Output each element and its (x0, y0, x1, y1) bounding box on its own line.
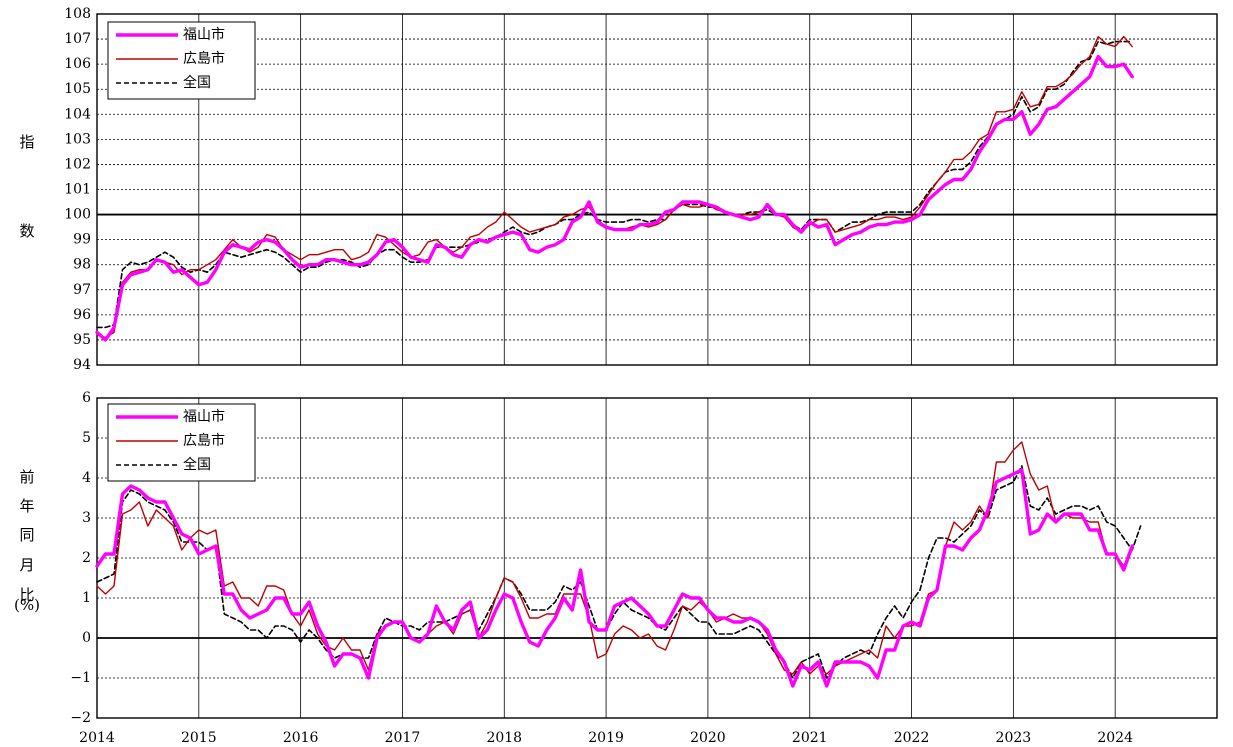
y-tick-label: 102 (64, 156, 91, 172)
x-axis: 2014 2015 2016 2017 2018 2019 2020 2021 2022 2023… (79, 730, 1133, 746)
x-tick-label: 2015 (181, 730, 217, 746)
y-tick-label: 5 (82, 430, 91, 446)
x-tick-label: 2016 (283, 730, 319, 746)
gridlines (97, 14, 1217, 365)
x-tick-label: 2021 (792, 730, 828, 746)
y-tick-label: 100 (64, 207, 91, 223)
y-tick-label: −1 (70, 670, 91, 686)
y-tick-label: 1 (82, 590, 91, 606)
y-tick-label: −2 (70, 710, 91, 726)
x-tick-label: 2023 (996, 730, 1032, 746)
legend-label: 広島市 (183, 50, 225, 67)
y-tick-label: 107 (64, 31, 91, 47)
x-tick-label: 2024 (1097, 730, 1133, 746)
series-line-fukuyama (95, 54, 1134, 342)
y-tick-label: 98 (73, 257, 91, 273)
y-tick-label: 104 (64, 106, 91, 122)
y-axis-label-char: 月 (19, 556, 34, 574)
y-tick-label: 4 (82, 470, 91, 486)
legend-label: 全国 (183, 74, 211, 91)
y-tick-label: 95 (73, 332, 91, 348)
index-panel: 94 95 96 97 98 99 100 101 102 103 104 105 106 107 108 指… (19, 6, 1218, 373)
y-tick-label: 94 (73, 357, 91, 373)
x-tick-label: 2017 (385, 730, 421, 746)
y-axis-label-char: 比 (19, 586, 34, 604)
x-tick-label: 2014 (79, 730, 115, 746)
y-tick-label: 97 (73, 282, 91, 298)
y-tick-label: 101 (64, 182, 91, 198)
series-line-fukuyama (95, 468, 1134, 688)
y-tick-label: 0 (82, 630, 91, 646)
y-tick-label: 103 (64, 131, 91, 147)
gridlines (97, 398, 1217, 718)
y-axis-label-char: 指 (19, 133, 34, 151)
x-tick-label: 2019 (588, 730, 624, 746)
y-axis-label-char: (%) (14, 596, 40, 614)
y-tick-label: 108 (64, 6, 91, 22)
legend-label: 広島市 (183, 432, 225, 449)
y-axis-label-char: 前 (19, 468, 34, 486)
series-line-national (96, 465, 1142, 679)
y-tick-label: 2 (82, 550, 91, 566)
series-line-national (96, 40, 1133, 329)
series-line-hiroshima (96, 441, 1133, 675)
x-tick-label: 2022 (894, 730, 930, 746)
legend-label: 福山市 (183, 26, 225, 43)
y-axis-label-char: 同 (19, 526, 34, 544)
y-tick-label: 3 (82, 510, 91, 526)
legend-label: 福山市 (183, 408, 225, 425)
x-tick-label: 2018 (486, 730, 522, 746)
y-tick-label: 105 (64, 81, 91, 97)
plot-frame (96, 13, 1218, 366)
y-axis-label-char: 数 (19, 222, 34, 240)
y-tick-label: 106 (64, 56, 91, 72)
x-tick-label: 2020 (690, 730, 726, 746)
legend-label: 全国 (183, 456, 211, 473)
y-tick-label: 6 (82, 390, 91, 406)
y-tick-label: 96 (73, 307, 91, 323)
plot-frame (96, 397, 1218, 719)
y-axis-label-char: 年 (19, 497, 34, 515)
y-tick-label: 99 (73, 232, 91, 248)
